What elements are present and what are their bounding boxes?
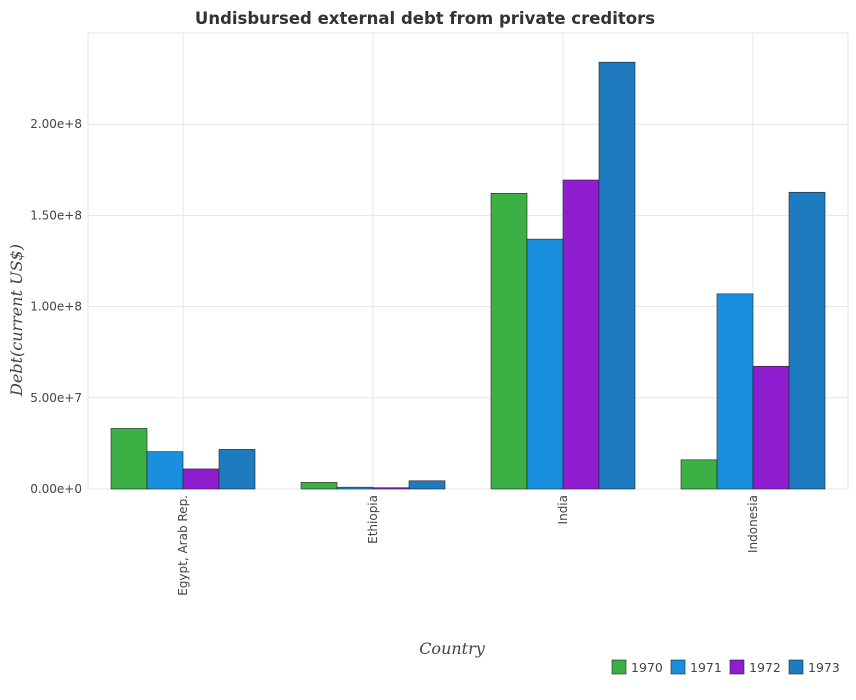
bar-1971-ethiopia bbox=[336, 486, 374, 490]
bar-1971-india bbox=[526, 238, 564, 490]
legend-swatch-1972 bbox=[729, 659, 745, 675]
legend-swatch-1971 bbox=[670, 659, 686, 675]
legend-label-1971: 1971 bbox=[690, 660, 722, 675]
y-tick-label: 0.00e+0 bbox=[30, 482, 82, 496]
legend-label-1970: 1970 bbox=[631, 660, 663, 675]
y-tick-label: 2.00e+8 bbox=[30, 117, 82, 131]
legend-swatch-1973 bbox=[788, 659, 804, 675]
bar-1972-india bbox=[562, 179, 600, 490]
bar-1972-ethiopia bbox=[372, 487, 410, 490]
legend-label-1973: 1973 bbox=[808, 660, 840, 675]
bar-1972-egypt-arab-rep bbox=[182, 468, 220, 490]
bar-1972-indonesia bbox=[752, 365, 790, 490]
bar-1971-egypt-arab-rep bbox=[146, 451, 184, 490]
chart-title: Undisbursed external debt from private c… bbox=[195, 9, 655, 28]
bar-1973-ethiopia bbox=[408, 480, 446, 490]
bars bbox=[110, 61, 826, 490]
y-tick-labels: 0.00e+0 5.00e+7 1.00e+8 1.50e+8 2.00e+8 bbox=[30, 117, 82, 496]
legend-label-1972: 1972 bbox=[749, 660, 781, 675]
y-axis-label: Debt(current US$) bbox=[7, 244, 26, 397]
bar-1971-indonesia bbox=[716, 293, 754, 490]
bar-1970-indonesia bbox=[680, 459, 718, 490]
bar-1973-indonesia bbox=[788, 191, 826, 490]
y-tick-label: 1.00e+8 bbox=[30, 300, 82, 314]
grid bbox=[87, 32, 849, 490]
x-tick-label: Egypt, Arab Rep. bbox=[176, 495, 190, 596]
bar-1970-india bbox=[490, 193, 528, 490]
legend: 1970 1971 1972 1973 bbox=[611, 659, 840, 675]
x-tick-label: India bbox=[556, 495, 570, 524]
x-tick-labels: Egypt, Arab Rep. Ethiopia India Indonesia bbox=[176, 495, 760, 596]
y-tick-label: 1.50e+8 bbox=[30, 208, 82, 222]
bar-1970-egypt-arab-rep bbox=[110, 428, 148, 490]
bar-1970-ethiopia bbox=[300, 482, 338, 490]
plot-frame bbox=[87, 32, 849, 490]
bar-1973-india bbox=[598, 61, 636, 490]
y-tick-label: 5.00e+7 bbox=[30, 391, 82, 405]
x-tick-label: Indonesia bbox=[746, 495, 760, 553]
bar-1973-egypt-arab-rep bbox=[218, 449, 256, 490]
legend-swatch-1970 bbox=[611, 659, 627, 675]
x-tick-label: Ethiopia bbox=[366, 495, 380, 544]
x-axis-label: Country bbox=[419, 639, 486, 658]
